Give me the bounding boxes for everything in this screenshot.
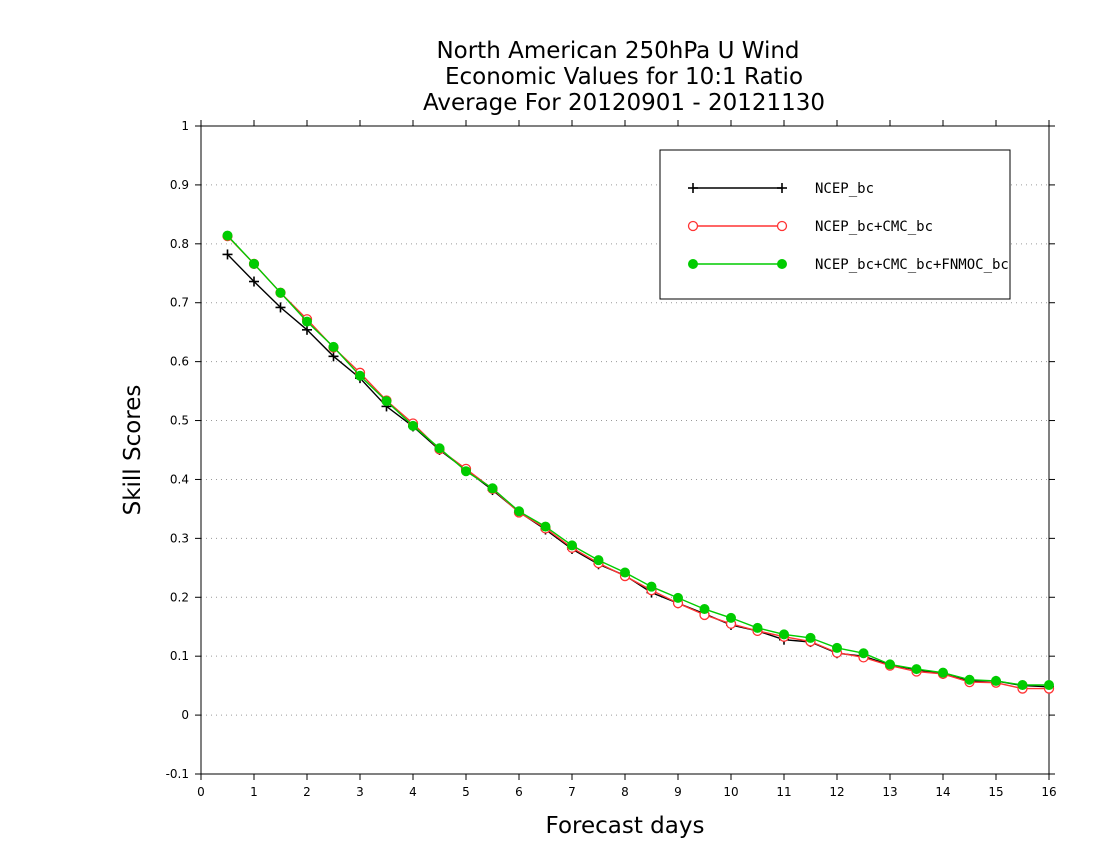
data-point — [514, 506, 524, 517]
data-point — [1017, 680, 1028, 691]
data-point — [1044, 680, 1054, 691]
data-point — [434, 443, 445, 454]
data-point — [540, 521, 551, 532]
y-tick-label: 0.6 — [170, 355, 189, 369]
chart-title: North American 250hPa U Wind Economic Va… — [423, 38, 825, 116]
data-point — [646, 581, 657, 592]
data-series — [222, 230, 1055, 694]
data-point — [355, 370, 365, 381]
x-tick-label: 14 — [935, 785, 950, 799]
legend-marker — [688, 259, 698, 269]
data-point — [911, 664, 922, 675]
x-tick-label: 0 — [197, 785, 205, 799]
data-point — [752, 622, 763, 633]
x-tick-label: 11 — [776, 785, 791, 799]
x-tick-label: 5 — [462, 785, 470, 799]
y-tick-label: 0.7 — [170, 296, 189, 310]
y-tick-label: 0.1 — [170, 649, 189, 663]
legend-item: NCEP_bc+CMC_bc+FNMOC_bc — [688, 257, 1009, 273]
x-tick-label: 13 — [882, 785, 897, 799]
data-point — [381, 396, 392, 407]
legend-marker — [776, 220, 788, 232]
data-point — [805, 632, 816, 643]
data-point — [991, 675, 1001, 686]
data-point — [832, 642, 842, 653]
x-axis-title: Forecast days — [546, 813, 705, 839]
y-tick-label: 0.8 — [170, 237, 189, 251]
series-line — [226, 253, 1050, 688]
chart-title-line-1: North American 250hPa U Wind — [436, 38, 799, 64]
legend-label: NCEP_bc — [815, 181, 874, 197]
x-tick-label: 3 — [356, 785, 364, 799]
legend-marker — [687, 220, 699, 232]
data-point — [222, 249, 233, 260]
legend-label: NCEP_bc+CMC_bc — [815, 219, 933, 235]
x-tick-label: 10 — [723, 785, 738, 799]
axis-ticks: -0.100.10.20.30.40.50.60.70.80.910 1 2 3 4 5 6… — [166, 119, 1057, 799]
data-point — [858, 648, 869, 659]
data-point — [275, 302, 286, 313]
legend-box — [659, 149, 1011, 300]
data-point — [408, 420, 418, 431]
series-line — [226, 235, 1049, 690]
chart-title-line-2: Economic Values for 10:1 Ratio — [445, 64, 803, 90]
data-point — [938, 667, 948, 678]
legend-marker — [777, 259, 787, 269]
data-point — [222, 230, 233, 241]
data-point — [964, 674, 975, 685]
data-point — [567, 540, 577, 551]
x-tick-label: 15 — [988, 785, 1003, 799]
legend: NCEP_bc NCEP_bc+CMC_bc NCEP_bc+CMC_bc+FNMO… — [659, 149, 1011, 300]
data-point — [249, 258, 259, 269]
y-tick-label: 0 — [181, 708, 189, 722]
y-tick-label: 0.5 — [170, 414, 189, 428]
legend-marker — [688, 183, 698, 193]
data-point — [673, 592, 683, 603]
data-point — [461, 466, 471, 477]
data-point — [487, 483, 498, 494]
data-point — [249, 276, 259, 287]
y-tick-label: 0.3 — [170, 531, 189, 545]
y-tick-label: 1 — [181, 119, 189, 133]
data-point — [328, 341, 339, 352]
series-3 — [222, 230, 1054, 691]
x-tick-label: 6 — [515, 785, 523, 799]
legend-item: NCEP_bc+CMC_bc — [687, 219, 933, 235]
legend-marker — [777, 183, 787, 193]
series-1 — [222, 249, 1054, 692]
x-tick-label: 2 — [303, 785, 311, 799]
y-tick-label: -0.1 — [166, 767, 189, 781]
series-2 — [222, 231, 1055, 694]
data-point — [593, 555, 604, 566]
x-tick-label: 4 — [409, 785, 417, 799]
x-tick-label: 16 — [1041, 785, 1056, 799]
x-tick-label: 12 — [829, 785, 844, 799]
y-tick-label: 0.4 — [170, 472, 189, 486]
legend-label: NCEP_bc+CMC_bc+FNMOC_bc — [815, 257, 1009, 273]
data-point — [779, 629, 789, 640]
x-tick-label: 1 — [250, 785, 258, 799]
data-point — [726, 612, 736, 623]
x-tick-label: 7 — [568, 785, 576, 799]
data-point — [328, 351, 339, 362]
y-tick-label: 0.9 — [170, 178, 189, 192]
data-point — [885, 659, 895, 670]
y-tick-label: 0.2 — [170, 590, 189, 604]
data-point — [699, 604, 710, 615]
series-line — [226, 235, 1049, 686]
x-tick-label: 9 — [674, 785, 682, 799]
data-point — [275, 287, 286, 298]
y-axis-title: Skill Scores — [120, 385, 146, 516]
chart-title-line-3: Average For 20120901 - 20121130 — [423, 90, 825, 116]
data-point — [620, 567, 630, 578]
data-point — [302, 316, 312, 327]
x-tick-label: 8 — [621, 785, 629, 799]
legend-item: NCEP_bc — [688, 181, 874, 197]
